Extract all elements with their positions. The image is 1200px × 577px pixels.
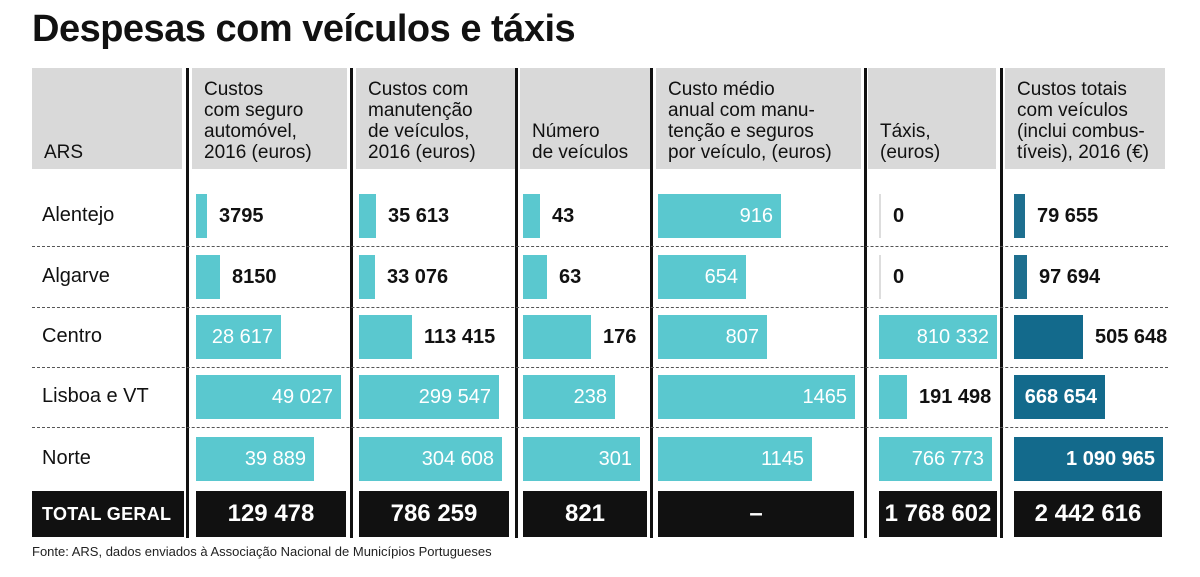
row-label: Norte — [42, 447, 91, 469]
row-label: Centro — [42, 325, 103, 347]
chart-title: Despesas com veículos e táxis — [32, 8, 576, 50]
value-label: 766 773 — [911, 448, 984, 470]
value-label: 654 — [704, 266, 738, 288]
total-value: 821 — [523, 491, 647, 537]
header-col-1: Custos com seguro automóvel, 2016 (euros… — [192, 68, 347, 169]
value-label: 1 090 965 — [1066, 448, 1155, 470]
value-label: 3795 — [219, 205, 264, 227]
value-label: 0 — [893, 205, 905, 227]
bar — [879, 375, 907, 419]
bar — [196, 375, 341, 419]
header-col-1-label: Custos com seguro automóvel, 2016 (euros… — [204, 79, 312, 163]
value-label: 1145 — [760, 448, 804, 470]
header-col-2-label: Custos com manutenção de veículos, 2016 … — [368, 79, 476, 163]
header-col-5: Táxis, (euros) — [868, 68, 996, 169]
value-label: 35 613 — [388, 205, 450, 227]
header-col-6-label: Custos totais com veículos (inclui combu… — [1017, 79, 1149, 163]
value-label: 810 332 — [916, 326, 989, 348]
value-label: 301 — [598, 448, 632, 470]
header-col-2: Custos com manutenção de veículos, 2016 … — [356, 68, 516, 169]
bar — [658, 437, 812, 481]
bar — [196, 194, 207, 238]
bar — [1014, 375, 1105, 419]
header-ars: ARS — [32, 68, 182, 169]
column-separator — [186, 68, 189, 538]
bar — [359, 437, 502, 481]
value-label: 0 — [893, 266, 905, 288]
value-label: 49 027 — [271, 386, 333, 408]
value-label: 807 — [725, 326, 759, 348]
total-value: – — [658, 491, 854, 537]
bar — [196, 437, 314, 481]
header-ars-label: ARS — [44, 142, 84, 163]
row-separator — [32, 367, 1168, 368]
bar — [359, 375, 499, 419]
bar — [658, 315, 767, 359]
value-label: 43 — [552, 205, 575, 227]
row-label: Alentejo — [42, 204, 115, 226]
bar — [1014, 255, 1027, 299]
row-label: Algarve — [42, 265, 110, 287]
bar — [523, 315, 591, 359]
total-label: TOTAL GERAL — [32, 491, 184, 537]
bar — [523, 437, 640, 481]
value-label: 505 648 — [1095, 326, 1168, 348]
value-label: 79 655 — [1037, 205, 1099, 227]
bar — [359, 255, 375, 299]
bar — [523, 375, 615, 419]
column-separator — [350, 68, 353, 538]
bar — [879, 315, 997, 359]
total-value: 1 768 602 — [879, 491, 997, 537]
bar — [879, 255, 881, 299]
bar — [523, 194, 540, 238]
value-label: 299 547 — [418, 386, 491, 408]
header-col-4-label: Custo médio anual com manu- tenção e seg… — [668, 79, 832, 163]
header-col-4: Custo médio anual com manu- tenção e seg… — [656, 68, 861, 169]
value-label: 28 617 — [211, 326, 273, 348]
value-label: 668 654 — [1024, 386, 1097, 408]
column-separator — [515, 68, 518, 538]
row-separator — [32, 307, 1168, 308]
value-label: 39 889 — [244, 448, 306, 470]
value-label: 916 — [739, 205, 773, 227]
value-label: 97 694 — [1039, 266, 1101, 288]
value-label: 63 — [559, 266, 582, 288]
value-label: 8150 — [232, 266, 277, 288]
total-value: 786 259 — [359, 491, 509, 537]
bar — [658, 255, 746, 299]
total-value: 2 442 616 — [1014, 491, 1162, 537]
bar — [196, 255, 220, 299]
value-label: 1465 — [802, 386, 848, 408]
header-col-5-label: Táxis, (euros) — [880, 121, 941, 163]
bar — [879, 437, 992, 481]
total-value: 129 478 — [196, 491, 346, 537]
value-label: 238 — [573, 386, 607, 408]
bar — [359, 315, 412, 359]
bar — [1014, 315, 1083, 359]
column-separator — [864, 68, 867, 538]
bar — [879, 194, 881, 238]
bar — [1014, 437, 1163, 481]
column-separator — [1000, 68, 1003, 538]
bar — [523, 255, 547, 299]
header-col-3: Número de veículos — [520, 68, 650, 169]
value-label: 304 608 — [421, 448, 494, 470]
bar — [658, 375, 855, 419]
bar — [196, 315, 281, 359]
row-separator — [32, 427, 1168, 428]
value-label: 191 498 — [919, 386, 992, 408]
value-label: 113 415 — [424, 326, 496, 348]
header-col-3-label: Número de veículos — [532, 121, 629, 163]
source-note: Fonte: ARS, dados enviados à Associação … — [32, 544, 492, 559]
value-label: 33 076 — [387, 266, 449, 288]
column-separator — [650, 68, 653, 538]
bar — [658, 194, 781, 238]
row-label: Lisboa e VT — [42, 385, 149, 407]
bar — [359, 194, 376, 238]
value-label: 176 — [603, 326, 637, 348]
bar — [1014, 194, 1025, 238]
row-separator — [32, 246, 1168, 247]
header-col-6: Custos totais com veículos (inclui combu… — [1005, 68, 1165, 169]
